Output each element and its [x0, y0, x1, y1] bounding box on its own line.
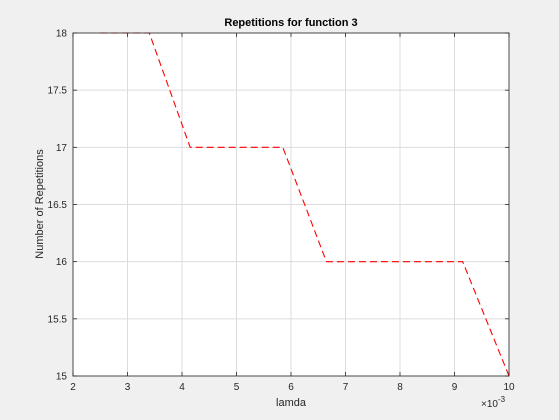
chart-title: Repetitions for function 3	[224, 17, 357, 29]
y-tick-label: 15.5	[48, 314, 68, 325]
x-tick-label: 3	[125, 382, 131, 393]
x-exponent-label: ×10-3	[481, 395, 506, 410]
x-axis-label: lamda	[276, 397, 307, 409]
y-tick-label: 17.5	[48, 86, 68, 97]
y-tick-label: 15	[56, 372, 68, 383]
x-tick-label: 9	[452, 382, 458, 393]
x-exponent-base: ×10	[481, 399, 498, 410]
x-tick-label: 5	[234, 382, 240, 393]
y-tick-label: 16.5	[48, 200, 68, 211]
x-tick-label: 8	[397, 382, 403, 393]
x-tick-label: 7	[343, 382, 349, 393]
plot-frame	[72, 32, 510, 377]
y-tick-label: 16	[56, 257, 68, 268]
x-exponent-power: -3	[498, 395, 506, 404]
x-tick-label: 4	[179, 382, 185, 393]
x-tick-label: 10	[503, 382, 515, 393]
x-tick-label: 2	[70, 382, 76, 393]
y-axis-label: Number of Repetitions	[34, 149, 46, 259]
ticks: 2 3 4 5 6 7 8 9 10 15 15.5 16 16.5 17 17.5 18	[48, 29, 515, 394]
y-tick-label: 17	[56, 143, 68, 154]
x-tick-label: 6	[288, 382, 294, 393]
y-tick-label: 18	[56, 29, 68, 40]
